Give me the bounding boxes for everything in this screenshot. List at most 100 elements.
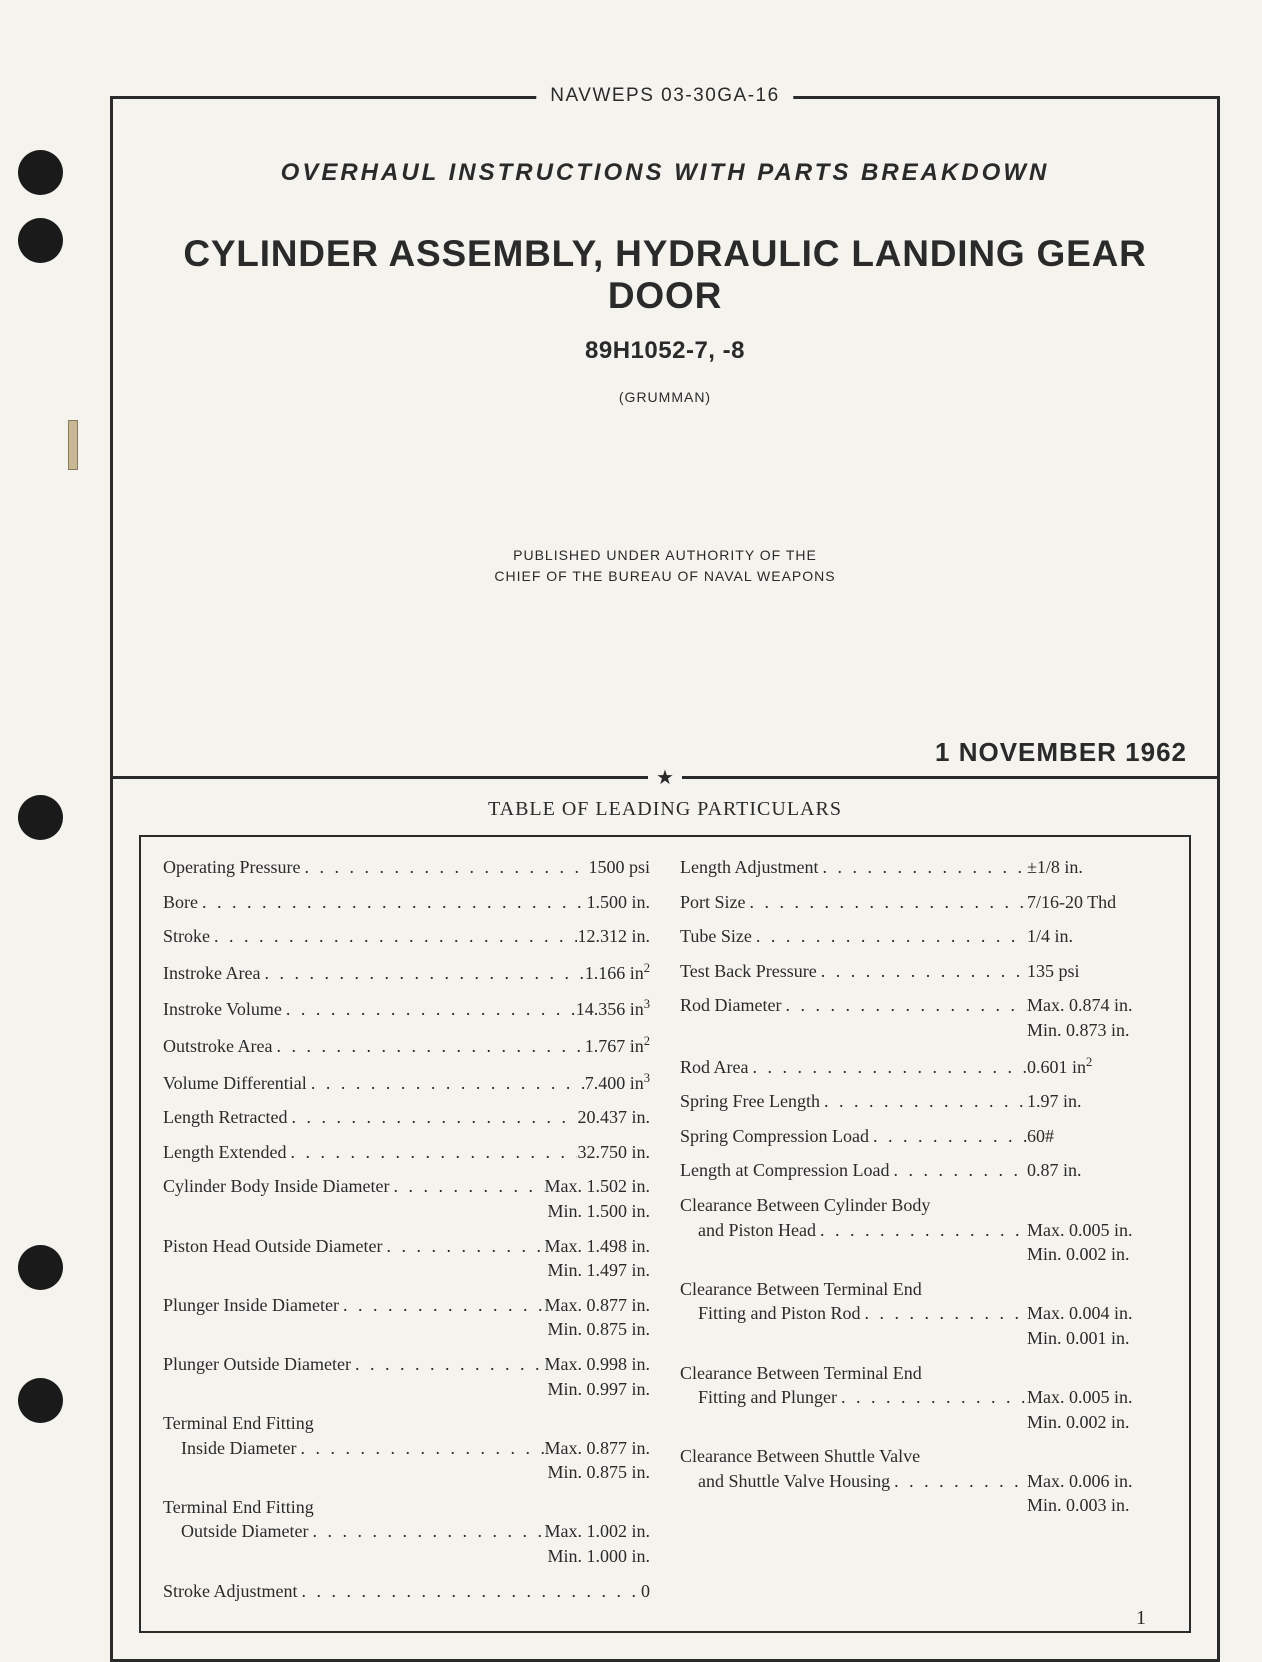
- spec-value: 1.166 in2: [585, 961, 650, 985]
- spec-label: Plunger Inside Diameter: [163, 1295, 339, 1317]
- spec-label: Length Retracted: [163, 1107, 287, 1129]
- punch-hole: [18, 1245, 63, 1290]
- staple-mark: [68, 420, 78, 470]
- spec-row: Spring Free Length1.97 in.: [680, 1091, 1167, 1113]
- spec-label: Clearance Between Shuttle Valve: [680, 1446, 920, 1468]
- spec-value: Max. 0.998 in.: [545, 1354, 651, 1376]
- spec-label: Volume Differential: [163, 1073, 307, 1095]
- spec-row: Fitting and Piston RodMax. 0.004 in.: [680, 1303, 1167, 1325]
- spec-value: 1.97 in.: [1027, 1091, 1167, 1113]
- spec-row: Cylinder Body Inside DiameterMax. 1.502 …: [163, 1176, 650, 1198]
- spec-value: 0.87 in.: [1027, 1160, 1167, 1182]
- spec-row: Min. 1.500 in.: [163, 1201, 650, 1223]
- spec-row: Clearance Between Terminal End: [680, 1363, 1167, 1385]
- spec-label: and Piston Head: [680, 1220, 816, 1242]
- spec-label: Spring Compression Load: [680, 1126, 869, 1148]
- leader-dots: [272, 1036, 584, 1058]
- spec-row: Terminal End Fitting: [163, 1413, 650, 1435]
- spec-row: Length Extended32.750 in.: [163, 1142, 650, 1164]
- spec-label: Rod Diameter: [680, 995, 781, 1017]
- spec-value: 0.601 in2: [1027, 1055, 1167, 1079]
- leader-dots: [198, 892, 586, 914]
- spec-row: Clearance Between Cylinder Body: [680, 1195, 1167, 1217]
- spec-row: Rod Area 0.601 in2: [680, 1055, 1167, 1079]
- spec-label: Clearance Between Terminal End: [680, 1279, 922, 1301]
- spec-label: Instroke Area: [163, 963, 260, 985]
- spec-row: Rod Diameter Max. 0.874 in.: [680, 995, 1167, 1017]
- spec-value: Max. 1.498 in.: [545, 1236, 651, 1258]
- spec-value: Min. 0.875 in.: [547, 1462, 650, 1484]
- spec-value: ±1/8 in.: [1027, 857, 1167, 879]
- leader-dots: [861, 1303, 1027, 1325]
- spec-value: 1.500 in.: [586, 892, 650, 914]
- spec-label: Stroke: [163, 926, 210, 948]
- spec-value: 1/4 in.: [1027, 926, 1167, 948]
- leader-dots: [282, 999, 576, 1021]
- spec-label: Length at Compression Load: [680, 1160, 889, 1182]
- table-title: TABLE OF LEADING PARTICULARS: [113, 798, 1217, 821]
- leader-dots: [339, 1295, 545, 1317]
- spec-label: Rod Area: [680, 1057, 748, 1079]
- spec-value: Min. 0.875 in.: [547, 1319, 650, 1341]
- spec-row: Min. 0.002 in.: [680, 1412, 1167, 1434]
- manufacturer: (GRUMMAN): [153, 389, 1177, 405]
- spec-value: 32.750 in.: [577, 1142, 650, 1164]
- spec-label: Piston Head Outside Diameter: [163, 1236, 382, 1258]
- page-number: 1: [1136, 1607, 1146, 1630]
- spec-value: 7.400 in3: [585, 1071, 650, 1095]
- spec-value: 1.767 in2: [585, 1034, 650, 1058]
- spec-row: and Piston HeadMax. 0.005 in.: [680, 1220, 1167, 1242]
- spec-value: Max. 0.874 in.: [1027, 995, 1167, 1017]
- spec-value: Min. 0.003 in.: [1027, 1495, 1167, 1517]
- subtitle: OVERHAUL INSTRUCTIONS WITH PARTS BREAKDO…: [153, 159, 1177, 187]
- spec-row: Length Adjustment ±1/8 in.: [680, 857, 1167, 879]
- document-id: NAVWEPS 03-30GA-16: [536, 85, 793, 107]
- punch-hole: [18, 795, 63, 840]
- spec-row: Tube Size1/4 in.: [680, 926, 1167, 948]
- leader-dots: [816, 1220, 1027, 1242]
- leader-dots: [210, 926, 577, 948]
- leader-dots: [837, 1387, 1027, 1409]
- spec-label: Clearance Between Terminal End: [680, 1363, 922, 1385]
- spec-value: Max. 1.002 in.: [545, 1521, 651, 1543]
- spec-row: Length Retracted20.437 in.: [163, 1107, 650, 1129]
- spec-label: and Shuttle Valve Housing: [680, 1471, 890, 1493]
- spec-label: Clearance Between Cylinder Body: [680, 1195, 930, 1217]
- spec-row: Piston Head Outside Diameter Max. 1.498 i…: [163, 1236, 650, 1258]
- leader-dots: [286, 1142, 577, 1164]
- spec-row: Length at Compression Load 0.87 in.: [680, 1160, 1167, 1182]
- spec-value: Min. 0.873 in.: [1027, 1020, 1167, 1042]
- leader-dots: [781, 995, 1027, 1017]
- spec-value: Max. 1.502 in.: [545, 1176, 651, 1198]
- spec-row: Min. 0.002 in.: [680, 1244, 1167, 1266]
- spec-value: Min. 0.002 in.: [1027, 1244, 1167, 1266]
- spec-value: Min. 0.997 in.: [547, 1379, 650, 1401]
- spec-row: Bore1.500 in.: [163, 892, 650, 914]
- spec-row: Port Size7/16-20 Thd: [680, 892, 1167, 914]
- spec-value: Min. 0.001 in.: [1027, 1328, 1167, 1350]
- spec-row: Spring Compression Load 60#: [680, 1126, 1167, 1148]
- spec-label: Outside Diameter: [163, 1521, 308, 1543]
- spec-label: Length Adjustment: [680, 857, 819, 879]
- spec-row: Min. 0.875 in.: [163, 1462, 650, 1484]
- leader-dots: [820, 1091, 1027, 1113]
- spec-value: 0: [641, 1581, 650, 1603]
- spec-row: Stroke 12.312 in.: [163, 926, 650, 948]
- main-title: CYLINDER ASSEMBLY, HYDRAULIC LANDING GEA…: [153, 233, 1177, 317]
- punch-hole: [18, 150, 63, 195]
- spec-label: Plunger Outside Diameter: [163, 1354, 351, 1376]
- leader-dots: [307, 1073, 585, 1095]
- spec-label: Fitting and Piston Rod: [680, 1303, 861, 1325]
- part-number: 89H1052-7, -8: [153, 337, 1177, 365]
- leader-dots: [819, 857, 1028, 879]
- spec-label: Test Back Pressure: [680, 961, 817, 983]
- spec-value: 12.312 in.: [577, 926, 650, 948]
- spec-row: Min. 0.873 in.: [680, 1020, 1167, 1042]
- spec-label: Terminal End Fitting: [163, 1497, 314, 1519]
- leader-dots: [351, 1354, 545, 1376]
- spec-value: 60#: [1027, 1126, 1167, 1148]
- spec-row: Min. 0.875 in.: [163, 1319, 650, 1341]
- spec-value: Min. 0.002 in.: [1027, 1412, 1167, 1434]
- particulars-left-column: Operating Pressure1500 psiBore1.500 in.S…: [163, 857, 650, 1615]
- spec-row: Inside DiameterMax. 0.877 in.: [163, 1438, 650, 1460]
